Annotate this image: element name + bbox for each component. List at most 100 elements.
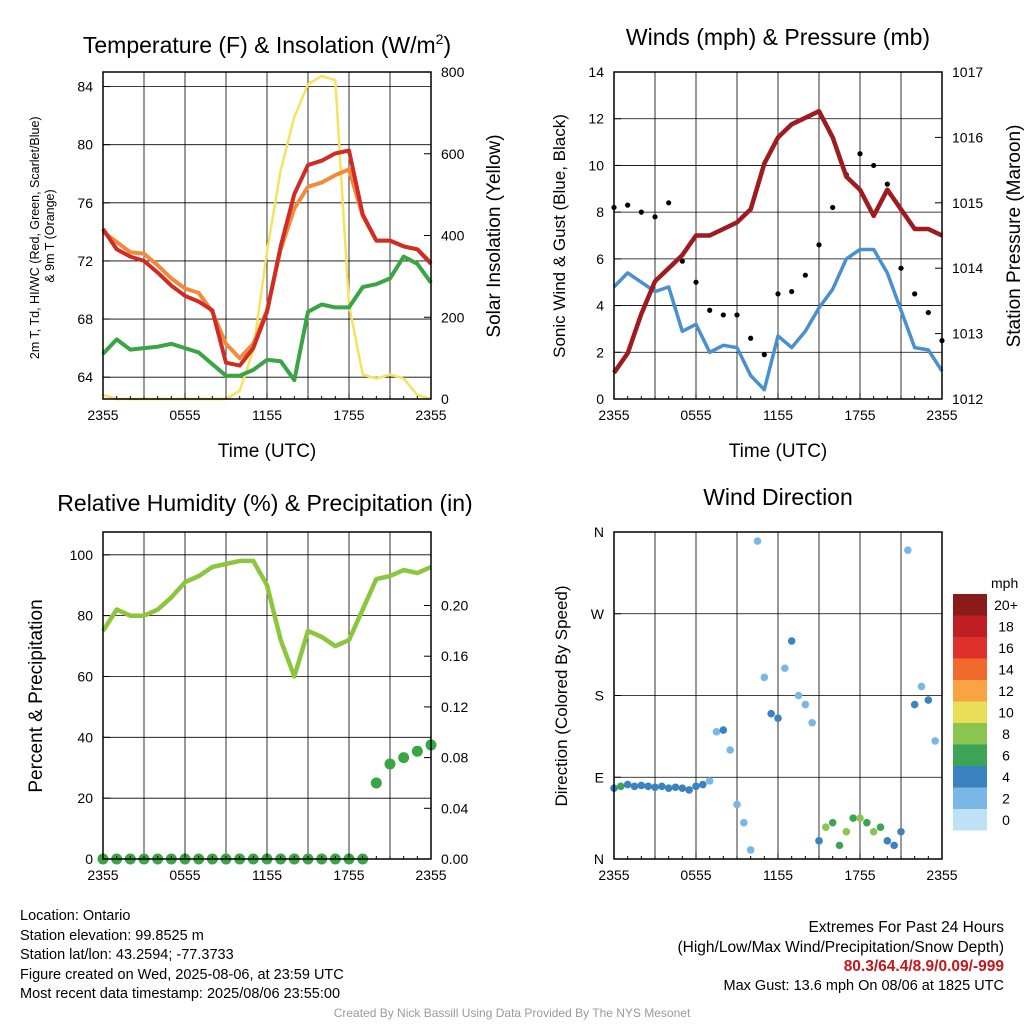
- gust-point: [898, 265, 904, 271]
- left-y-tick-label: 2: [596, 344, 604, 360]
- x-tick-label: 1155: [252, 867, 282, 883]
- series-line-td: [101, 254, 433, 383]
- direction-point: [644, 782, 652, 791]
- direction-point: [699, 780, 707, 789]
- gust-point: [830, 204, 836, 211]
- direction-point: [781, 664, 789, 673]
- x-tick-label: 1755: [333, 407, 364, 423]
- x-tick-label: 0555: [680, 867, 711, 883]
- left-y-tick-label: 12: [588, 111, 604, 127]
- temperature-left-axis-label-line2: & 9m T (Orange): [43, 189, 57, 282]
- left-y-tick-label: 4: [596, 298, 604, 314]
- right-y-tick-label: 0.04: [441, 800, 468, 816]
- gust-point: [802, 272, 808, 278]
- extremes-values: 80.3/64.4/8.9/0.09/-999: [843, 958, 1004, 975]
- temperature-left-axis-label-line1: 2m T, Td, HI/WC (Red, Green, Scarlet/Blu…: [28, 116, 42, 359]
- series-line-station-pressure: [612, 108, 943, 375]
- left-y-tick-label: 14: [588, 64, 604, 80]
- x-tick-label: 0555: [169, 407, 200, 423]
- humidity-panel: Relative Humidity (%) & Precipitation (i…: [26, 490, 473, 883]
- precipitation-point: [370, 777, 382, 789]
- x-tick-label: 0555: [169, 867, 200, 883]
- x-tick-label: 2355: [415, 407, 446, 423]
- speed-colorbar-title: mph: [991, 575, 1018, 591]
- direction-point: [842, 827, 851, 836]
- direction-point: [623, 780, 632, 789]
- x-tick-label: 2355: [926, 407, 957, 423]
- gust-point: [912, 291, 918, 297]
- right-y-tick-label: 1017: [952, 64, 983, 80]
- x-tick-label: 2355: [87, 867, 118, 883]
- direction-point: [822, 823, 830, 832]
- direction-point: [904, 546, 912, 554]
- x-tick-label: 2355: [415, 867, 446, 883]
- direction-point: [856, 814, 864, 822]
- right-y-tick-label: 0.00: [441, 851, 468, 867]
- gust-point: [734, 312, 740, 318]
- right-y-tick-label: 0: [441, 391, 449, 407]
- colorbar-swatch: [953, 744, 987, 766]
- gust-point: [679, 258, 685, 264]
- right-y-tick-label: 0.12: [441, 699, 468, 715]
- x-tick-label: 2355: [598, 407, 629, 423]
- x-tick-label: 1755: [844, 867, 875, 883]
- colorbar-label: 16: [998, 640, 1014, 656]
- extremes-title: Extremes For Past 24 Hours: [808, 919, 1004, 936]
- gust-point: [884, 181, 890, 187]
- right-y-tick-label: 800: [441, 64, 465, 80]
- direction-panel-title: Wind Direction: [703, 484, 853, 510]
- left-y-tick-label: 10: [588, 157, 604, 173]
- left-y-tick-label: W: [591, 606, 605, 622]
- right-y-tick-label: 400: [441, 228, 465, 244]
- left-y-tick-label: 80: [77, 608, 93, 624]
- direction-point: [705, 777, 714, 785]
- gust-point: [638, 209, 644, 215]
- direction-point: [678, 784, 687, 792]
- left-y-tick-label: 40: [77, 729, 93, 745]
- direction-point: [863, 818, 871, 827]
- colorbar-swatch: [953, 787, 987, 809]
- precipitation-point: [398, 752, 410, 764]
- gust-point: [816, 242, 822, 248]
- direction-point: [828, 818, 837, 827]
- left-y-tick-label: 76: [77, 195, 93, 211]
- direction-point: [835, 841, 844, 850]
- direction-point: [664, 784, 673, 792]
- colorbar-swatch: [953, 809, 987, 831]
- colorbar-swatch: [953, 701, 987, 723]
- colorbar-label: 18: [998, 619, 1014, 635]
- series-line-relative-humidity: [101, 558, 432, 679]
- precipitation-point: [384, 758, 396, 770]
- direction-point: [637, 781, 646, 790]
- gust-point: [789, 288, 795, 295]
- colorbar-label: 10: [998, 705, 1014, 721]
- colorbar-swatch: [953, 658, 987, 680]
- left-y-tick-label: 68: [77, 311, 93, 327]
- wind-x-axis-label: Time (UTC): [729, 441, 828, 462]
- direction-point: [774, 714, 782, 723]
- direction-point: [740, 818, 748, 827]
- gust-point: [857, 151, 863, 157]
- x-tick-label: 2355: [87, 407, 118, 423]
- temperature-x-axis-label: Time (UTC): [218, 441, 317, 462]
- recent-timestamp: Most recent data timestamp: 2025/08/06 2…: [20, 986, 341, 1002]
- direction-point: [671, 783, 680, 792]
- colorbar-swatch: [953, 615, 987, 637]
- series-line-sonic-wind: [612, 247, 944, 392]
- colorbar-label: 2: [1002, 791, 1010, 807]
- direction-point: [910, 700, 919, 709]
- right-y-tick-label: 1014: [952, 260, 983, 276]
- gust-point: [693, 279, 699, 285]
- x-tick-label: 2355: [598, 867, 629, 883]
- humidity-left-axis-label: Percent & Precipitation: [26, 599, 47, 792]
- station-location: Location: Ontario: [20, 908, 131, 924]
- gust-point: [652, 214, 658, 220]
- colorbar-swatch: [953, 637, 987, 659]
- station-latlon: Station lat/lon: 43.2594; -77.3733: [20, 947, 234, 963]
- direction-point: [931, 737, 939, 745]
- x-tick-label: 1155: [763, 407, 793, 423]
- colorbar-label: 6: [1002, 748, 1010, 764]
- temperature-left-axis-label: 2m T, Td, HI/WC (Red, Green, Scarlet/Blu…: [28, 113, 57, 359]
- direction-point: [917, 682, 926, 691]
- left-y-tick-label: 20: [77, 790, 93, 806]
